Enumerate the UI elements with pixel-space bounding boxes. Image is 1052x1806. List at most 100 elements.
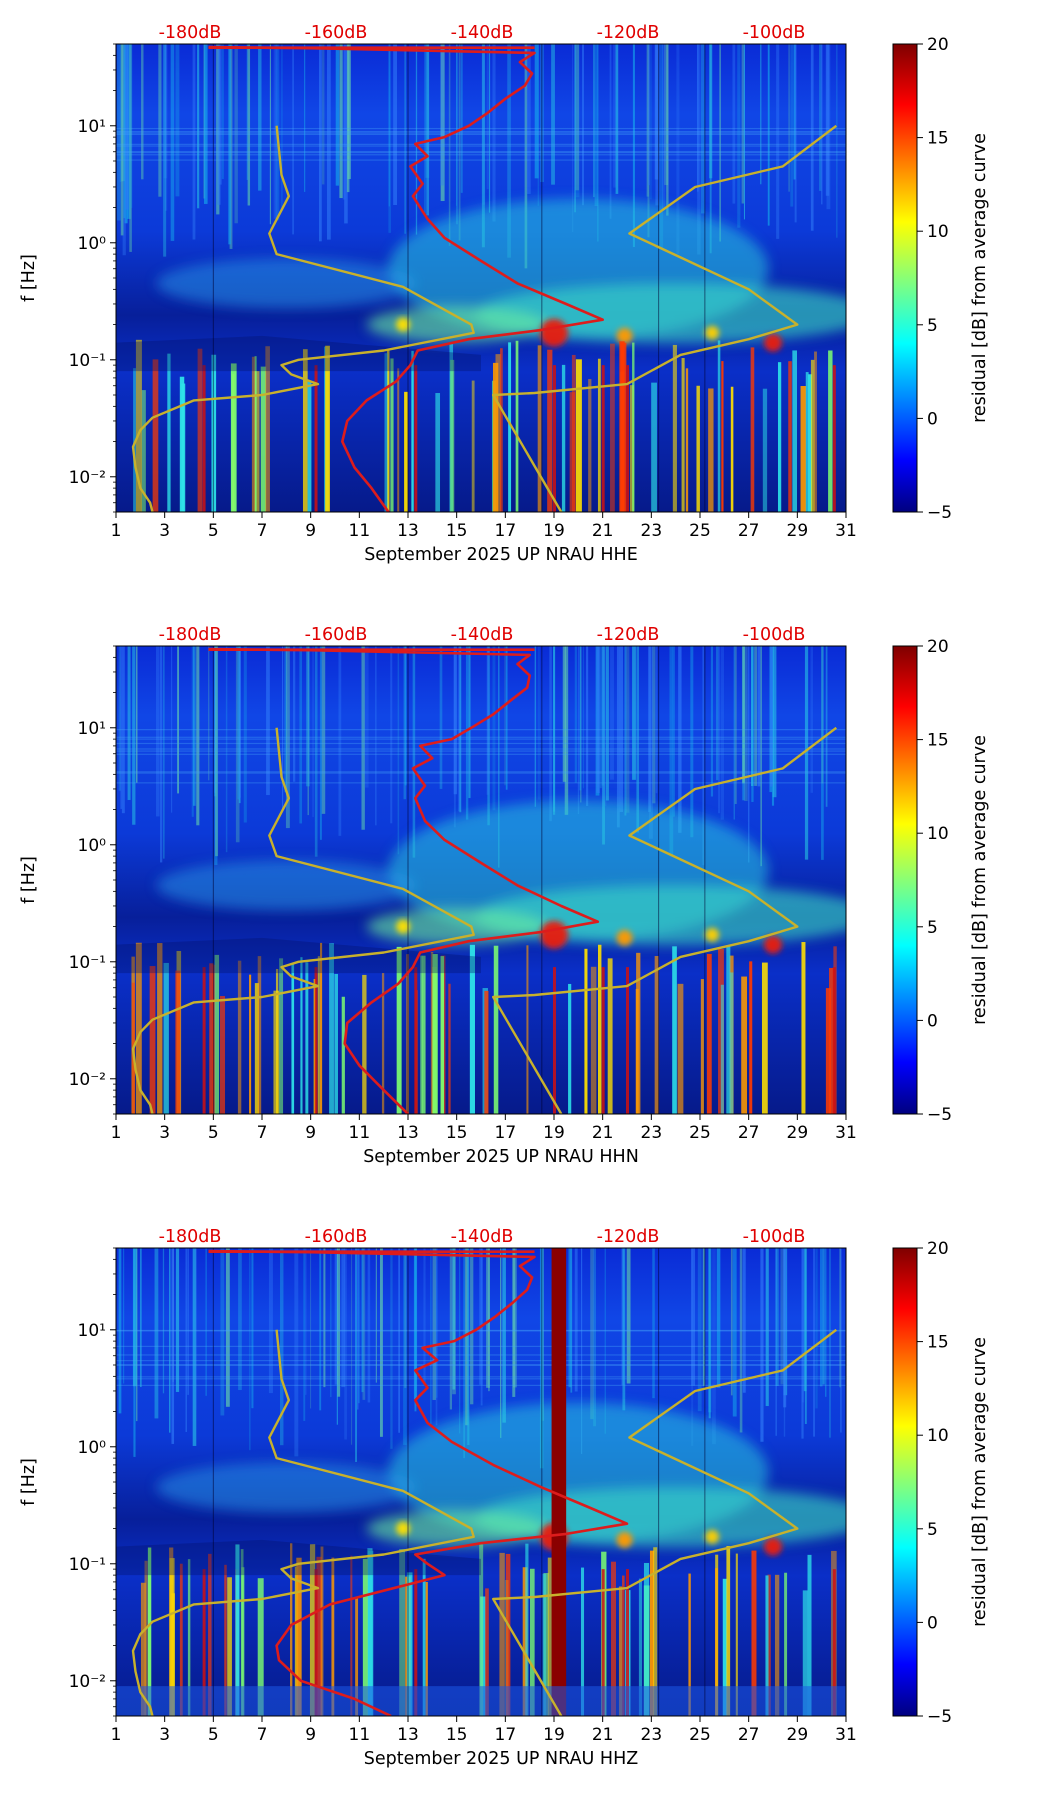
colorbar-tick-label: 15 [927,129,949,149]
x-tick-label: 25 [689,521,711,541]
x-tick-label: 23 [641,1725,663,1745]
heatmap-area [116,646,846,1114]
x-tick-label: 9 [305,1725,316,1745]
microseism-band [156,1402,846,1548]
x-tick-label: 21 [592,521,614,541]
y-axis-label: f [Hz] [19,1458,39,1506]
colorbar-tick-label: 10 [927,824,949,844]
x-tick-label: 3 [159,1725,170,1745]
noise-model-curve [208,647,600,1114]
colorbar-tick-label: 20 [927,35,949,55]
x-tick-label: 29 [787,1725,809,1745]
x-tick-label: 17 [495,1725,517,1745]
y-tick-label: 10¹ [78,1321,106,1341]
x-tick-label: 29 [787,1123,809,1143]
colorbar [892,1247,918,1717]
y-tick-label: 10⁻¹ [69,953,106,973]
y-axis-label: f [Hz] [19,254,39,302]
colorbar-label: residual [dB] from average curve [970,1337,990,1627]
microseism-band [156,198,846,344]
x-tick-label: 1 [111,521,122,541]
x-tick-label: 19 [543,1725,565,1745]
top-db-label: -100dB [743,1227,806,1247]
reference-curve [492,1328,838,1716]
x-tick-label: 25 [689,1123,711,1143]
colorbar-tick-label: −5 [927,1707,952,1727]
colorbar-tick-label: 0 [927,409,938,429]
top-db-label: -140dB [451,625,514,645]
reference-curve [492,726,838,1114]
top-db-label: -140dB [451,23,514,43]
x-tick-label: 27 [738,521,760,541]
low-frequency-spikes [140,1543,837,1716]
x-tick-label: 7 [257,1123,268,1143]
colorbar-tick-label: 5 [927,1520,938,1540]
x-tick-label: 5 [208,1725,219,1745]
x-tick-label: 11 [349,1123,371,1143]
colorbar-tick-label: 0 [927,1011,938,1031]
heatmap-texture [116,1248,846,1469]
colorbar-tick-label: 10 [927,1426,949,1446]
top-db-label: -140dB [451,1227,514,1247]
top-db-label: -160dB [305,625,368,645]
saturated-day-column [551,1248,567,1716]
colorbar-tick-label: 15 [927,1333,949,1353]
colorbar-label: residual [dB] from average curve [970,735,990,1025]
x-tick-label: 19 [543,521,565,541]
x-tick-label: 23 [641,521,663,541]
x-tick-label: 9 [305,1123,316,1143]
x-tick-label: 29 [787,521,809,541]
y-tick-label: 10¹ [78,719,106,739]
colorbar-tick-label: 0 [927,1613,938,1633]
x-tick-label: 15 [446,1725,468,1745]
top-db-label: -180dB [159,23,222,43]
reference-curve [131,1329,475,1716]
top-db-label: -100dB [743,23,806,43]
y-tick-label: 10⁰ [78,1438,107,1458]
x-tick-label: 17 [495,521,517,541]
colorbar-tick-label: 15 [927,731,949,751]
x-tick-label: 3 [159,521,170,541]
y-tick-label: 10⁻² [69,1070,106,1090]
microseism-band [156,800,846,946]
top-db-label: -120dB [597,23,660,43]
top-db-label: -120dB [597,1227,660,1247]
y-tick-label: 10⁰ [78,836,107,856]
colorbar-tick-label: 10 [927,222,949,242]
x-axis-label: September 2025 UP NRAU HHN [363,1147,639,1167]
x-tick-label: 11 [349,1725,371,1745]
y-tick-label: 10⁻¹ [69,1555,106,1575]
y-tick-label: 10⁰ [78,234,107,254]
x-tick-label: 11 [349,521,371,541]
reference-curve [492,124,838,512]
low-frequency-spikes [133,339,836,512]
x-tick-label: 5 [208,521,219,541]
x-tick-label: 15 [446,521,468,541]
heatmap-texture [116,646,846,868]
y-tick-label: 10⁻¹ [69,351,106,371]
x-tick-label: 9 [305,521,316,541]
x-tick-label: 21 [592,1123,614,1143]
y-axis-label: f [Hz] [19,856,39,904]
top-db-label: -180dB [159,1227,222,1247]
noise-model-curve [208,1249,629,1716]
colorbar-tick-label: 5 [927,316,938,336]
x-tick-label: 7 [257,1725,268,1745]
colorbar-tick-label: −5 [927,503,952,523]
reference-curve [131,125,475,512]
x-axis-label: September 2025 UP NRAU HHE [364,545,638,565]
colorbar-tick-label: −5 [927,1105,952,1125]
top-db-label: -160dB [305,23,368,43]
x-tick-label: 31 [835,1725,857,1745]
x-tick-label: 15 [446,1123,468,1143]
x-tick-label: 23 [641,1123,663,1143]
colorbar-tick-label: 20 [927,1239,949,1259]
heatmap-texture [116,44,846,269]
top-db-label: -160dB [305,1227,368,1247]
x-tick-label: 7 [257,521,268,541]
x-tick-label: 5 [208,1123,219,1143]
x-tick-label: 27 [738,1123,760,1143]
